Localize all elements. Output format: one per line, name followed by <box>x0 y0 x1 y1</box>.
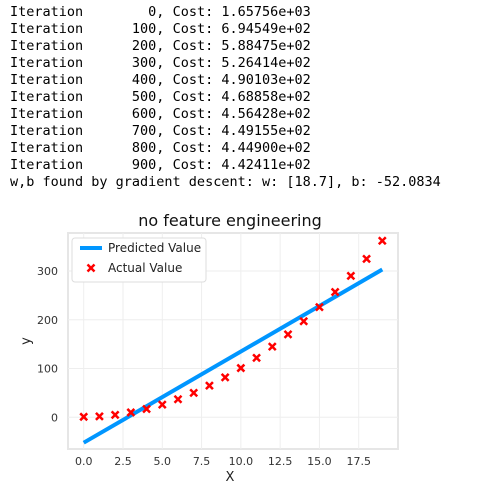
actual-value-point <box>220 372 230 382</box>
x-tick-label: 2.5 <box>114 455 132 468</box>
log-line-value: 0, Cost: 1.65756e+03 <box>115 4 311 20</box>
legend: Predicted Value Actual Value <box>71 237 207 283</box>
y-tick-label: 0 <box>51 411 58 424</box>
x-tick-label: 0.0 <box>75 455 93 468</box>
actual-value-point <box>283 330 293 339</box>
actual-value-point <box>299 316 309 326</box>
log-line: Iteration 600, Cost: 4.56428e+02 <box>10 106 441 123</box>
log-line: Iteration 0, Cost: 1.65756e+03 <box>10 4 441 21</box>
actual-value-point <box>330 287 340 297</box>
log-line: Iteration 800, Cost: 4.44900e+02 <box>10 140 441 157</box>
actual-value-point <box>142 404 151 414</box>
log-line-value: 700, Cost: 4.49155e+02 <box>115 123 311 139</box>
log-line-label: Iteration <box>10 140 84 156</box>
legend-box <box>71 237 207 283</box>
x-axis-label: X <box>226 470 235 485</box>
chart-title: no feature engineering <box>138 211 322 230</box>
y-tick-labels: 0 100 200 300 <box>37 265 58 424</box>
log-line-value: 300, Cost: 5.26414e+02 <box>115 55 311 71</box>
actual-value-point <box>236 363 246 373</box>
log-line-label: Iteration <box>10 123 84 139</box>
actual-value-point <box>377 236 387 246</box>
log-line-value: 400, Cost: 4.90103e+02 <box>115 72 311 88</box>
actual-value-point <box>79 412 89 422</box>
log-line-label: Iteration <box>10 72 84 88</box>
x-tick-label: 12.5 <box>268 455 293 468</box>
log-line-value: 200, Cost: 5.88475e+02 <box>115 38 311 54</box>
actual-value-point <box>205 381 214 390</box>
x-tick-label: 17.5 <box>346 455 371 468</box>
log-line: Iteration 100, Cost: 6.94549e+02 <box>10 21 441 38</box>
actual-value-point <box>362 254 371 264</box>
log-line: Iteration 900, Cost: 4.42411e+02 <box>10 157 441 174</box>
actual-value-point <box>252 353 261 363</box>
log-line-value: 800, Cost: 4.44900e+02 <box>115 140 311 156</box>
log-line-label: Iteration <box>10 21 84 37</box>
actual-value-point <box>315 302 324 312</box>
log-line: Iteration 400, Cost: 4.90103e+02 <box>10 72 441 89</box>
log-summary: w,b found by gradient descent: w: [18.7]… <box>10 174 441 190</box>
x-tick-label: 7.5 <box>193 455 211 468</box>
actual-value-point <box>95 411 104 421</box>
series-layer <box>79 236 387 445</box>
log-line-value: 500, Cost: 4.68858e+02 <box>115 89 311 105</box>
x-tick-label: 15.0 <box>307 455 332 468</box>
legend-x-marker <box>86 263 96 273</box>
y-tick-label: 200 <box>37 314 58 327</box>
x-tick-label: 10.0 <box>229 455 254 468</box>
log-line-label: Iteration <box>10 4 84 20</box>
log-line-label: Iteration <box>10 89 84 105</box>
x-tick-labels: 0.0 2.5 5.0 7.5 10.0 12.5 15.0 17.5 <box>75 455 371 468</box>
actual-value-point <box>346 271 356 281</box>
log-line-label: Iteration <box>10 157 84 173</box>
actual-value-point <box>267 342 277 351</box>
log-line-label: Iteration <box>10 55 84 71</box>
actual-value-point <box>126 408 136 417</box>
actual-value-point <box>173 394 183 404</box>
log-line-value: 100, Cost: 6.94549e+02 <box>115 21 311 37</box>
legend-label-actual: Actual Value <box>108 261 182 275</box>
log-line-value: 600, Cost: 4.56428e+02 <box>115 106 311 122</box>
log-line-value: 900, Cost: 4.42411e+02 <box>115 157 311 173</box>
grid-lines <box>68 233 398 449</box>
log-line: Iteration 200, Cost: 5.88475e+02 <box>10 38 441 55</box>
console-output: Iteration 0, Cost: 1.65756e+03 Iteration … <box>10 4 441 191</box>
legend-label-predicted: Predicted Value <box>108 241 201 255</box>
y-tick-label: 300 <box>37 265 58 278</box>
actual-value-point <box>189 388 199 398</box>
log-line-label: Iteration <box>10 106 84 122</box>
actual-value-point <box>110 410 120 420</box>
actual-value-point <box>157 400 167 410</box>
log-line: Iteration 500, Cost: 4.68858e+02 <box>10 89 441 106</box>
log-line: Iteration 700, Cost: 4.49155e+02 <box>10 123 441 140</box>
log-line: Iteration 300, Cost: 5.26414e+02 <box>10 55 441 72</box>
y-axis-label: y <box>19 337 34 345</box>
x-tick-label: 5.0 <box>154 455 172 468</box>
log-line-label: Iteration <box>10 38 84 54</box>
y-tick-label: 100 <box>37 363 58 376</box>
